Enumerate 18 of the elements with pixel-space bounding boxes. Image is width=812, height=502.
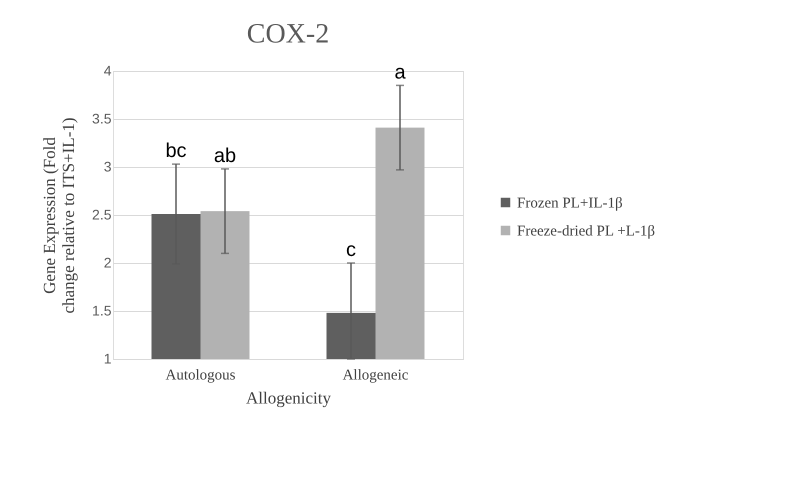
annotation: c xyxy=(346,239,356,261)
y-tick-label: 3.5 xyxy=(92,110,112,126)
chart-title: COX-2 xyxy=(246,18,330,50)
legend-label: Frozen PL+IL-1β xyxy=(517,196,623,212)
y-tick-label: 2.5 xyxy=(92,206,112,222)
annotation: ab xyxy=(214,144,236,167)
legend-label: Freeze-dried PL +L-1β xyxy=(517,224,655,240)
annotation: a xyxy=(394,61,406,84)
y-tick-label: 2 xyxy=(104,254,112,270)
y-axis-title: Gene Expression (Fold change relative to ITS+IL-1) xyxy=(40,117,78,314)
y-tick-label: 3 xyxy=(104,158,112,174)
x-tick-label: Allogeneic xyxy=(342,368,409,384)
y-tick-label: 4 xyxy=(104,62,112,78)
annotation: bc xyxy=(165,140,187,162)
y-tick-label: 1 xyxy=(104,350,112,366)
y-tick-label: 1.5 xyxy=(92,302,112,318)
x-axis-title: Allogenicity xyxy=(246,388,332,408)
x-tick-label: Autologous xyxy=(165,368,236,384)
